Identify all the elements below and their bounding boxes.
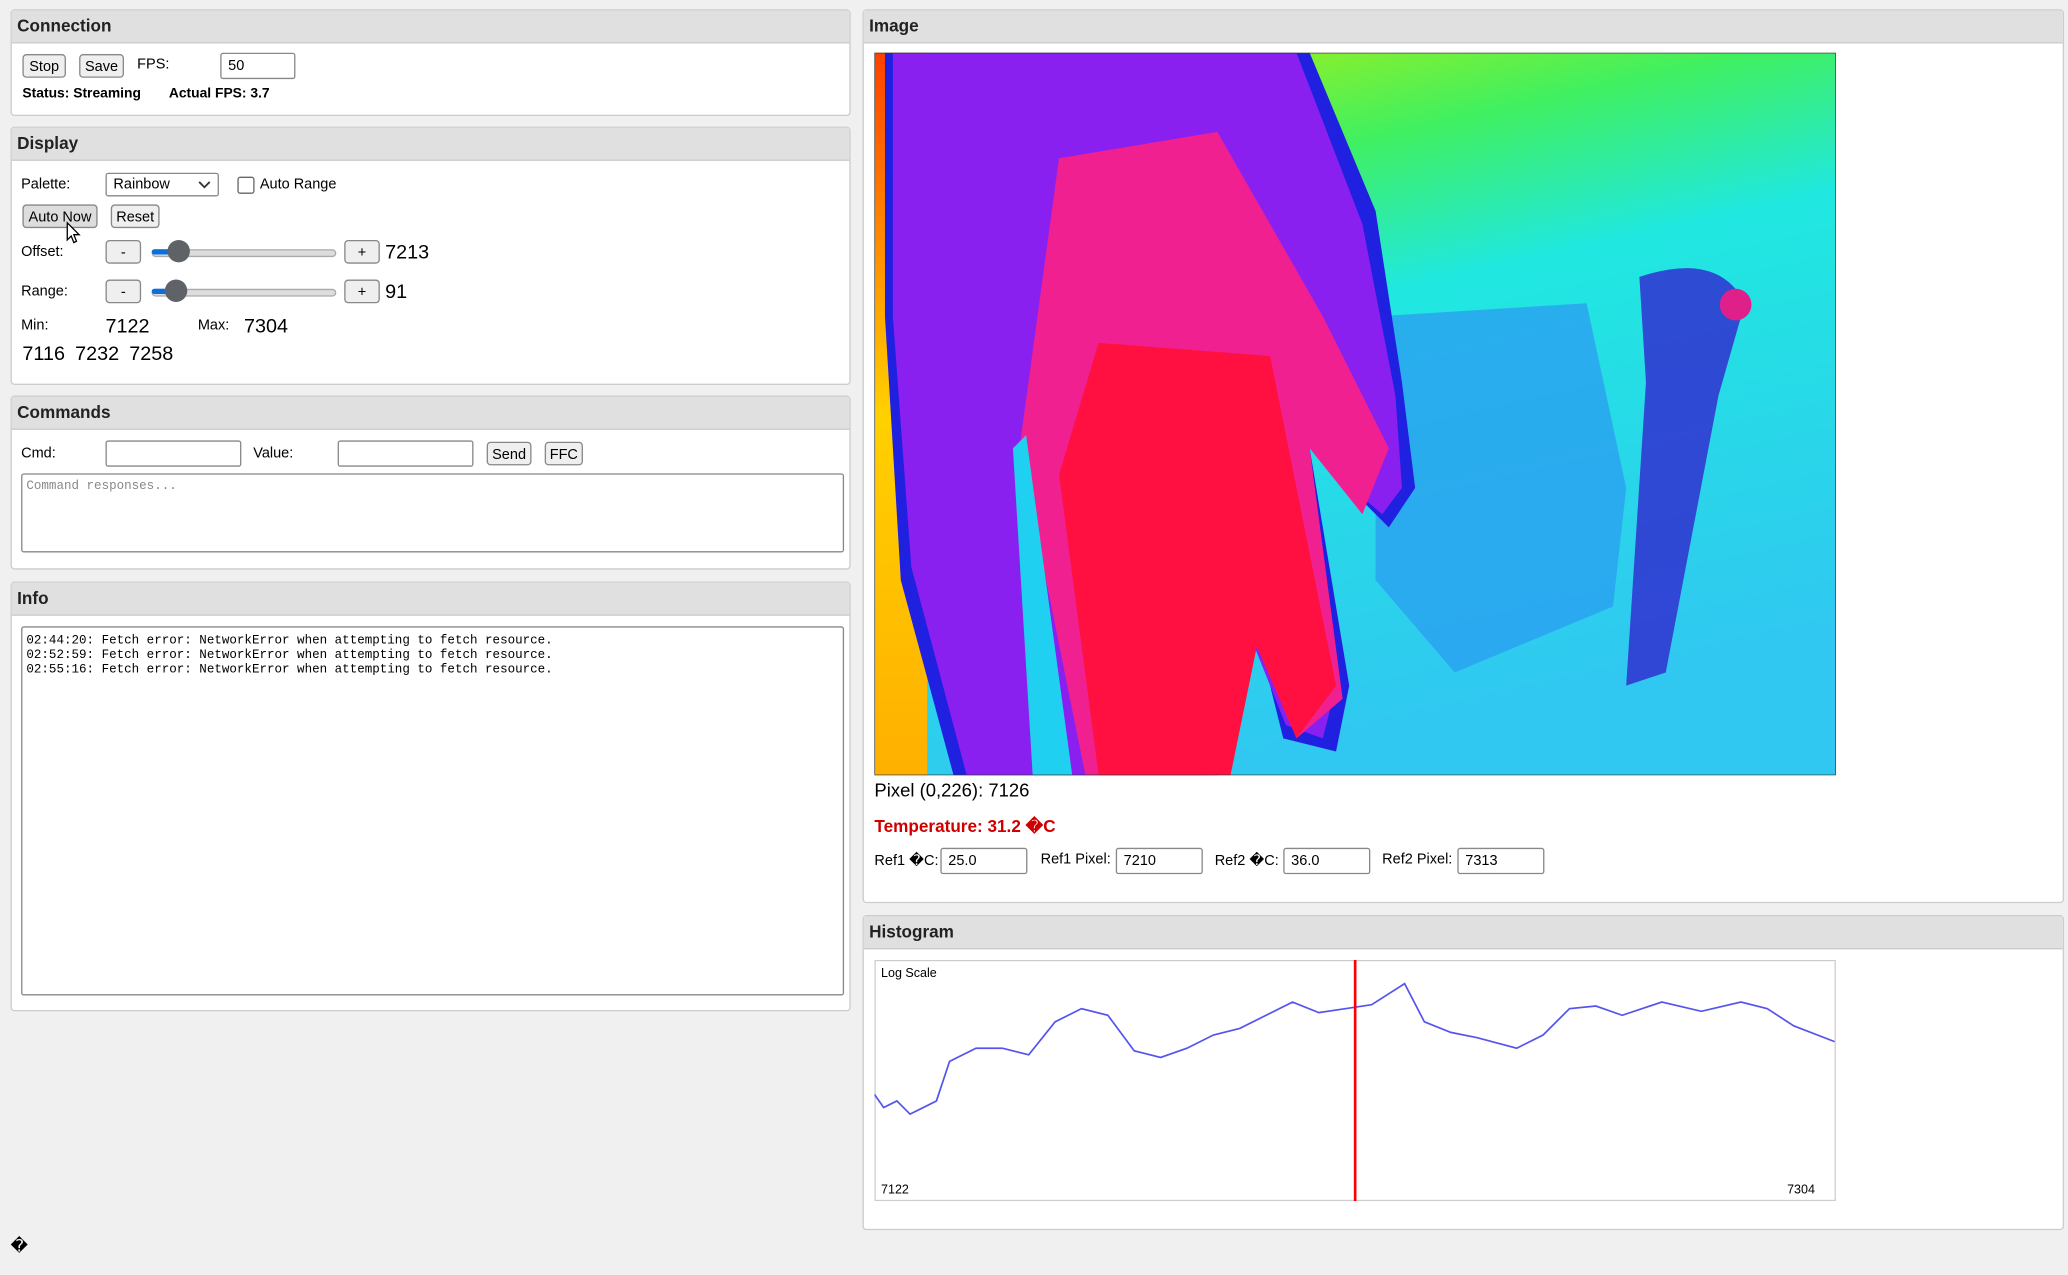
- histogram-max: 7304: [1787, 1182, 1815, 1198]
- fps-label: FPS:: [137, 56, 170, 73]
- ref2p-label: Ref2 Pixel:: [1382, 851, 1453, 868]
- value-input[interactable]: [337, 440, 474, 467]
- log-line: 02:52:59: Fetch error: NetworkError when…: [26, 647, 553, 662]
- range-plus[interactable]: +: [344, 279, 380, 304]
- ref2c-label: Ref2 �C:: [1214, 853, 1279, 869]
- stat: 7116: [22, 342, 65, 366]
- cmd-label: Cmd:: [21, 445, 56, 462]
- offset-label: Offset:: [21, 243, 64, 260]
- thermal-image[interactable]: [874, 52, 1836, 776]
- range-label: Range:: [21, 283, 68, 300]
- panel-title: Commands: [11, 396, 850, 430]
- panel-title: Connection: [11, 10, 850, 44]
- max-label: Max:: [197, 317, 230, 334]
- auto-now-button[interactable]: Auto Now: [22, 204, 98, 229]
- histogram-mode: Log Scale: [881, 966, 937, 981]
- status: Status: Streaming: [22, 85, 141, 102]
- ref1c-input[interactable]: 25.0: [940, 847, 1028, 875]
- range-minus[interactable]: -: [105, 279, 142, 304]
- panel-title: Info: [11, 582, 850, 616]
- info-log[interactable]: 02:44:20: Fetch error: NetworkError when…: [21, 626, 845, 996]
- actual-fps: Actual FPS: 3.7: [168, 85, 270, 102]
- command-responses[interactable]: Command responses...: [21, 473, 845, 553]
- value-label: Value:: [253, 445, 294, 462]
- pixel-readout: Pixel (0,226): 7126: [874, 779, 1030, 801]
- save-button[interactable]: Save: [79, 54, 124, 78]
- panel-title: Image: [863, 10, 2063, 44]
- palette-label: Palette:: [21, 176, 71, 193]
- range-value: 91: [385, 280, 408, 304]
- cursor: [66, 221, 81, 244]
- histogram-canvas: [874, 959, 1836, 1202]
- ref1p-input[interactable]: 7210: [1115, 847, 1203, 875]
- offset-fill: [151, 249, 179, 255]
- panel-title: Display: [11, 127, 850, 161]
- temperature: Temperature: 31.2 �C: [874, 816, 1056, 836]
- histogram-min: 7122: [881, 1182, 909, 1198]
- offset-value: 7213: [385, 241, 430, 264]
- fps-input[interactable]: 50: [220, 52, 296, 80]
- connection-panel: Connection: [10, 9, 851, 117]
- ref1c-label: Ref1 �C:: [874, 853, 939, 869]
- panel-title: Histogram: [863, 916, 2063, 950]
- min-label: Min:: [21, 317, 49, 334]
- max-value: 7304: [243, 315, 289, 338]
- stop-button[interactable]: Stop: [22, 54, 66, 78]
- ref2p-input[interactable]: 7313: [1457, 847, 1545, 875]
- stat: 7258: [129, 342, 174, 366]
- range-thumb[interactable]: [164, 279, 188, 302]
- palette-select[interactable]: Rainbow: [105, 172, 219, 197]
- placeholder: Command responses...: [26, 478, 177, 494]
- offset-thumb[interactable]: [167, 239, 190, 263]
- reset-button[interactable]: Reset: [110, 204, 160, 229]
- ffc-button[interactable]: FFC: [544, 441, 583, 466]
- range-fill: [151, 288, 175, 295]
- footer-glyph: �: [10, 1235, 29, 1256]
- stat: 7232: [75, 342, 120, 366]
- display-panel: Display: [10, 126, 851, 386]
- ref1p-label: Ref1 Pixel:: [1040, 851, 1111, 868]
- offset-plus[interactable]: +: [344, 239, 380, 264]
- log-line: 02:44:20: Fetch error: NetworkError when…: [26, 632, 553, 648]
- offset-minus[interactable]: -: [105, 239, 142, 264]
- cmd-input[interactable]: [105, 440, 242, 467]
- select-arrow: [198, 181, 211, 189]
- auto-range-label: Auto Range: [259, 176, 337, 193]
- auto-range-checkbox[interactable]: [237, 176, 255, 194]
- send-button[interactable]: Send: [486, 441, 532, 466]
- log-line: 02:55:16: Fetch error: NetworkError when…: [26, 661, 553, 677]
- ref2c-input[interactable]: 36.0: [1283, 847, 1371, 875]
- min-value: 7122: [105, 315, 150, 338]
